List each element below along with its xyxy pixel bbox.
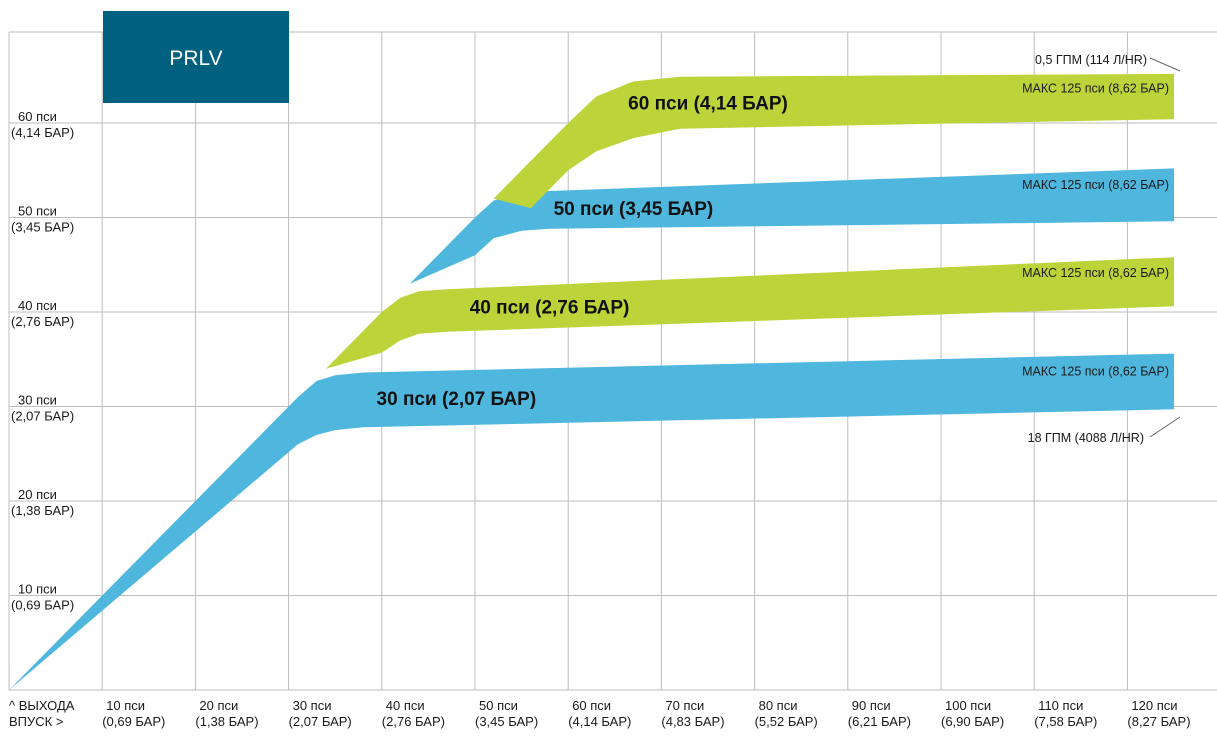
- x-tick-label: 80 пси: [759, 698, 798, 713]
- max-pressure-label: МАКС 125 пси (8,62 БАР): [1022, 364, 1169, 378]
- x-tick-label: 40 пси: [386, 698, 425, 713]
- y-tick-label: 30 пси: [18, 393, 57, 408]
- y-tick-label-bar: (0,69 БАР): [11, 598, 74, 613]
- y-axis-caption: ^ ВЫХОДА: [9, 698, 75, 713]
- x-tick-label-bar: (2,76 БАР): [382, 714, 445, 729]
- series-name-label: 60 пси (4,14 БАР): [628, 93, 788, 114]
- x-tick-label: 50 пси: [479, 698, 518, 713]
- x-tick-label: 90 пси: [852, 698, 891, 713]
- flow-label-high: 18 ГПМ (4088 Л/HR): [1028, 431, 1144, 445]
- y-tick-label: 40 пси: [18, 298, 57, 313]
- x-axis-caption: ВПУСК >: [9, 714, 63, 729]
- y-tick-label-bar: (3,45 БАР): [11, 220, 74, 235]
- y-tick-label: 10 пси: [18, 582, 57, 597]
- series-name-label: 50 пси (3,45 БАР): [554, 199, 714, 220]
- x-tick-label-bar: (4,14 БАР): [568, 714, 631, 729]
- series-name-label: 30 пси (2,07 БАР): [377, 389, 537, 410]
- badge-text: PRLV: [169, 47, 222, 70]
- x-tick-label-bar: (8,27 БАР): [1127, 714, 1190, 729]
- x-tick-label: 120 пси: [1131, 698, 1177, 713]
- max-pressure-label: МАКС 125 пси (8,62 БАР): [1022, 266, 1169, 280]
- x-tick-label-bar: (2,07 БАР): [289, 714, 352, 729]
- flow-pointer-high: [1149, 416, 1181, 438]
- y-tick-label-bar: (2,76 БАР): [11, 314, 74, 329]
- band-series-1: [9, 353, 1174, 690]
- badge-background: [103, 11, 289, 103]
- series-name-label: 40 пси (2,76 БАР): [470, 298, 630, 319]
- x-tick-label: 10 пси: [106, 698, 145, 713]
- x-tick-label-bar: (7,58 БАР): [1034, 714, 1097, 729]
- x-tick-label-bar: (0,69 БАР): [102, 714, 165, 729]
- x-tick-label-bar: (4,83 БАР): [661, 714, 724, 729]
- band-series-3: [409, 168, 1174, 284]
- band-series-4: [493, 73, 1175, 209]
- x-tick-label-bar: (6,90 БАР): [941, 714, 1004, 729]
- y-tick-label-bar: (4,14 БАР): [11, 125, 74, 140]
- y-tick-label-bar: (2,07 БАР): [11, 409, 74, 424]
- prlv-badge: PRLV: [103, 11, 289, 103]
- x-tick-label-bar: (5,52 БАР): [755, 714, 818, 729]
- x-tick-label: 110 пси: [1038, 698, 1083, 713]
- max-pressure-label: МАКС 125 пси (8,62 БАР): [1022, 81, 1169, 95]
- y-tick-label-bar: (1,38 БАР): [11, 503, 74, 518]
- x-tick-label-bar: (6,21 БАР): [848, 714, 911, 729]
- bands: [9, 73, 1175, 690]
- x-tick-label: 70 пси: [665, 698, 704, 713]
- y-tick-label: 20 пси: [18, 487, 57, 502]
- x-tick-label: 100 пси: [945, 698, 991, 713]
- y-tick-label: 60 пси: [18, 109, 57, 124]
- x-tick-label-bar: (3,45 БАР): [475, 714, 538, 729]
- x-tick-label-bar: (1,38 БАР): [195, 714, 258, 729]
- max-pressure-label: МАКС 125 пси (8,62 БАР): [1022, 178, 1169, 192]
- flow-pointer-low: [1149, 57, 1181, 72]
- band-series-2: [325, 257, 1174, 369]
- x-tick-label: 30 пси: [293, 698, 332, 713]
- y-tick-label: 50 пси: [18, 204, 57, 219]
- x-tick-label: 60 пси: [572, 698, 611, 713]
- flow-label-low: 0,5 ГПМ (114 Л/HR): [1035, 53, 1147, 67]
- x-tick-label: 20 пси: [199, 698, 238, 713]
- labels: ^ ВЫХОДА ВПУСК > 0,5 ГПМ (114 Л/HR) 18 Г…: [9, 53, 1191, 729]
